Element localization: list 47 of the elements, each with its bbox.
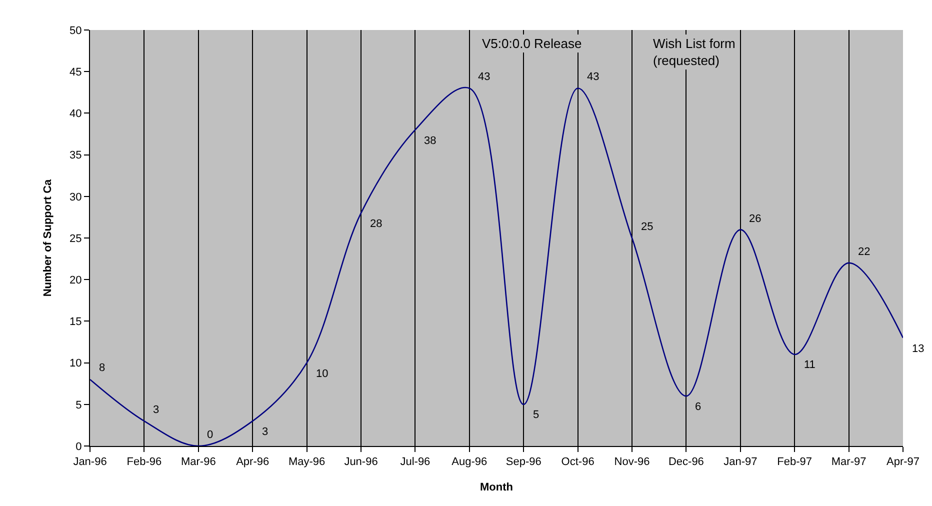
y-tick-label: 50 (70, 24, 82, 37)
x-tick-label: Jan-96 (73, 456, 107, 468)
y-tick-label: 10 (70, 358, 82, 370)
x-tick-label: May-96 (288, 456, 326, 468)
y-tick-label: 5 (76, 399, 82, 412)
data-label: 10 (316, 368, 328, 380)
data-label: 13 (912, 343, 924, 355)
x-axis-title: Month (480, 481, 514, 494)
y-tick-label: 40 (70, 108, 82, 120)
x-tick-label: Jun-96 (344, 456, 378, 468)
data-label: 28 (370, 218, 382, 230)
data-label: 38 (424, 135, 436, 147)
x-tick-label: Apr-97 (886, 456, 920, 468)
y-axis-title: Number of Support Ca (42, 178, 54, 297)
x-tick-label: Jan-97 (724, 456, 758, 468)
annotation: Wish List form (requested) (653, 36, 736, 68)
y-tick-label: 25 (70, 232, 82, 245)
data-label: 25 (641, 221, 654, 233)
x-tick-label: Aug-96 (452, 456, 488, 468)
data-label: 6 (695, 401, 702, 413)
data-label: 11 (804, 359, 816, 371)
x-tick-label: Sep-96 (506, 456, 542, 468)
y-tick-label: 0 (76, 440, 82, 453)
annotation: V5:0:0.0 Release (482, 36, 582, 51)
data-label: 5 (533, 409, 540, 421)
x-tick-label: Mar-97 (831, 456, 866, 468)
data-label: 3 (153, 404, 160, 416)
data-label: 22 (858, 246, 870, 258)
data-label: 0 (207, 429, 214, 441)
x-tick-label: Dec-96 (668, 456, 704, 468)
data-label: 43 (587, 71, 600, 83)
data-label: 8 (99, 362, 106, 374)
x-tick-label: Feb-97 (777, 456, 812, 468)
x-tick-label: Apr-96 (236, 456, 270, 468)
x-tick-label: Oct-96 (561, 456, 594, 468)
y-tick-label: 35 (70, 150, 82, 162)
data-label: 43 (478, 71, 490, 83)
x-tick-label: Feb-96 (126, 456, 162, 468)
x-tick-label: Jul-96 (400, 456, 430, 468)
data-label: 3 (262, 426, 268, 438)
y-tick-label: 20 (70, 274, 82, 286)
y-tick-label: 30 (70, 191, 82, 204)
x-tick-label: Nov-96 (614, 456, 650, 468)
x-tick-label: Mar-96 (180, 456, 216, 468)
data-label: 26 (749, 213, 762, 225)
y-tick-label: 45 (70, 66, 82, 78)
y-tick-label: 15 (70, 316, 82, 328)
